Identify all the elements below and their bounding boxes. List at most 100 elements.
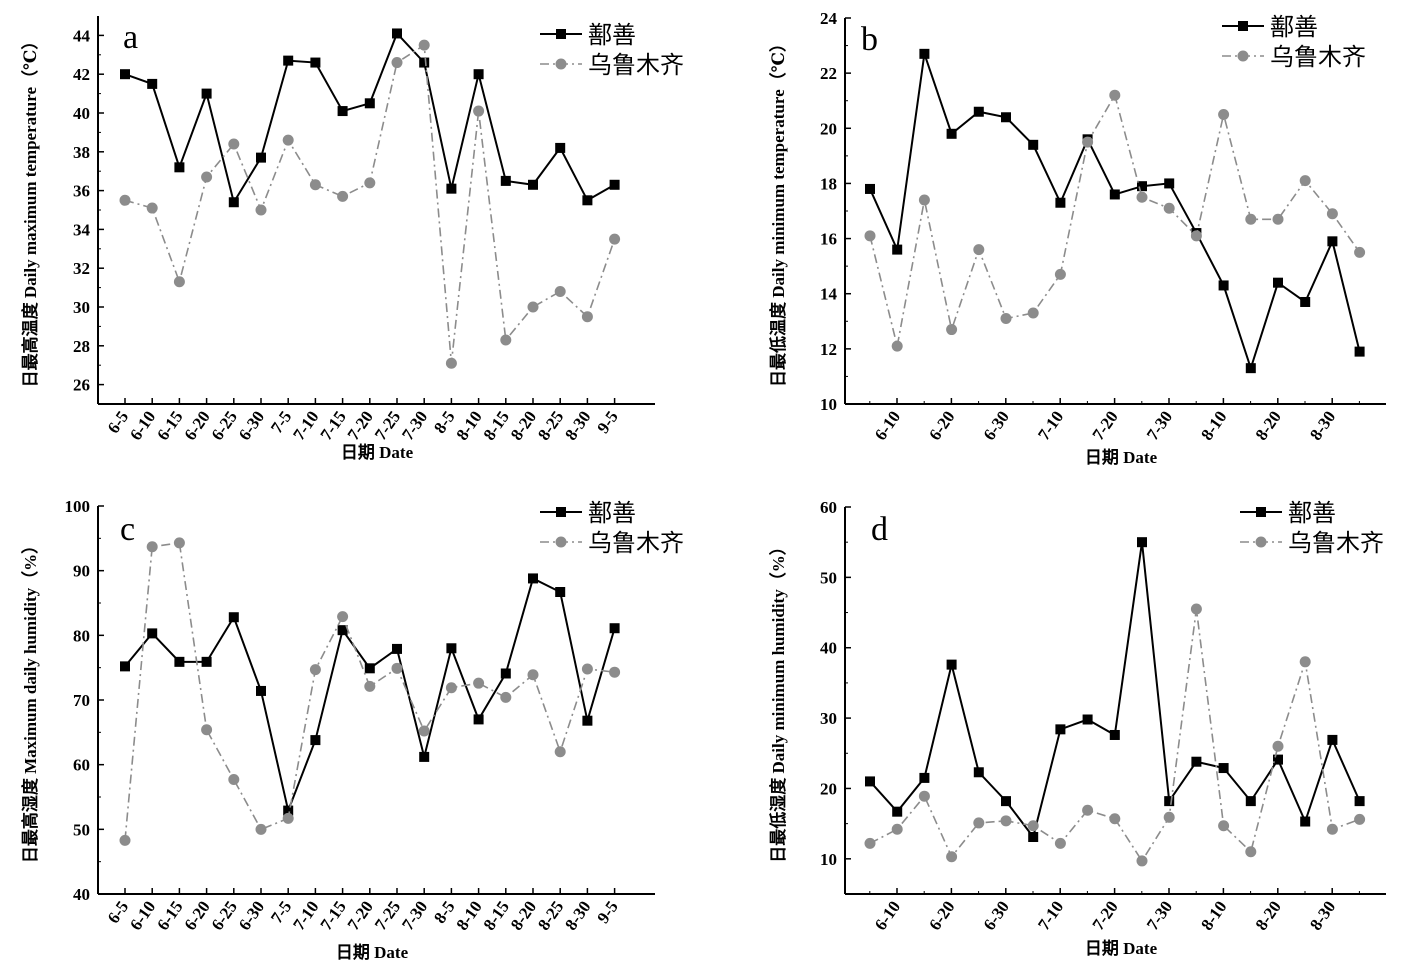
y-axis-label: 日最高温度 Daily maximum temperature（℃）	[20, 33, 40, 388]
y-tick-label: 50	[73, 820, 90, 839]
data-point-circle	[1354, 246, 1366, 258]
x-tick-label: 8-20	[507, 897, 540, 933]
data-point-square	[446, 643, 457, 654]
series-line-shanshan	[869, 53, 1361, 372]
data-point-circle	[445, 357, 457, 369]
data-point-circle	[146, 541, 158, 553]
data-point-square	[555, 587, 566, 598]
x-tick-label: 6-20	[180, 407, 213, 443]
data-point-square	[1109, 189, 1120, 200]
data-point-square	[1327, 236, 1338, 247]
panel-letter: b	[861, 21, 878, 58]
data-point-circle	[391, 57, 403, 69]
data-point-square	[1218, 280, 1229, 291]
data-point-square	[1028, 832, 1039, 843]
x-tick-label: 8-10	[452, 897, 485, 933]
y-tick-label: 12	[820, 340, 837, 359]
y-tick-label: 18	[820, 174, 837, 193]
series-line-urumqi	[124, 43, 616, 364]
data-point-square	[1327, 734, 1338, 745]
data-point-circle	[1163, 811, 1175, 823]
y-axis-label: 日最低湿度 Daily minimum humidity（%）	[768, 538, 788, 862]
x-tick-label: 6-30	[980, 897, 1013, 933]
data-point-square	[228, 612, 239, 623]
chart-panel-c: 4050607080901006-56-106-156-206-256-307-…	[20, 497, 684, 962]
y-tick-label: 44	[73, 26, 91, 45]
x-tick-label: 7-30	[398, 897, 431, 933]
data-point-circle	[445, 682, 457, 694]
panel-letter: a	[123, 19, 138, 56]
data-point-square	[1191, 756, 1202, 767]
data-point-square	[174, 162, 185, 173]
y-tick-label: 70	[73, 691, 90, 710]
y-tick-label: 16	[820, 230, 837, 249]
data-point-circle	[1299, 656, 1311, 668]
data-point-circle	[201, 171, 213, 183]
x-tick-label: 8-25	[534, 897, 567, 933]
legend-marker-circle	[1255, 536, 1267, 548]
x-tick-label: 6-20	[925, 407, 958, 443]
data-point-square	[865, 776, 875, 787]
y-tick-label: 60	[820, 498, 837, 517]
y-tick-label: 40	[73, 104, 90, 123]
data-point-square	[419, 57, 430, 68]
data-point-square	[973, 106, 984, 117]
data-point-circle	[527, 669, 539, 681]
x-tick-label: 8-10	[1197, 407, 1230, 443]
data-point-circle	[1109, 89, 1121, 101]
y-axis-label: 日最低温度 Daily minimum temperature（℃）	[768, 35, 788, 387]
data-point-circle	[864, 230, 876, 242]
series-line-shanshan	[869, 542, 1361, 840]
data-point-circle	[891, 340, 903, 352]
series-line-urumqi	[869, 93, 1361, 347]
data-point-circle	[609, 233, 621, 245]
x-tick-label: 8-10	[1197, 897, 1230, 933]
data-point-square	[528, 179, 538, 190]
data-point-square	[582, 715, 593, 726]
data-point-circle	[418, 39, 430, 51]
data-point-square	[1218, 763, 1229, 774]
x-tick-label: 8-20	[1252, 897, 1285, 933]
y-axis-label: 日最高湿度 Maximum daily humidity（%）	[20, 537, 40, 863]
data-point-square	[1001, 796, 1011, 807]
data-point-circle	[309, 664, 321, 676]
series-line-shanshan	[124, 576, 616, 815]
y-tick-label: 14	[820, 285, 838, 304]
y-tick-label: 50	[820, 568, 837, 587]
data-point-square	[973, 767, 984, 778]
data-point-square	[1028, 139, 1039, 150]
data-point-circle	[1245, 846, 1257, 858]
x-tick-label: 8-15	[480, 897, 513, 933]
data-point-circle	[473, 677, 485, 689]
data-point-square	[1055, 197, 1066, 208]
legend-marker-circle	[1237, 50, 1249, 62]
legend-marker-square	[556, 507, 566, 517]
data-point-square	[310, 57, 321, 68]
data-point-circle	[946, 324, 958, 336]
y-tick-label: 28	[73, 337, 90, 356]
y-tick-label: 36	[73, 182, 90, 201]
data-point-circle	[201, 724, 213, 736]
x-tick-label: 7-10	[1034, 407, 1067, 443]
data-point-square	[1137, 181, 1147, 192]
x-tick-label: 7-20	[344, 407, 377, 443]
x-axis-label: 日期 Date	[1085, 939, 1158, 958]
x-tick-label: 6-10	[126, 897, 159, 933]
data-point-square	[473, 69, 484, 80]
data-point-square	[1164, 796, 1175, 807]
x-tick-label: 7-30	[1143, 407, 1176, 443]
data-point-circle	[1190, 603, 1202, 615]
data-point-circle	[364, 177, 376, 189]
legend-marker-circle	[555, 536, 567, 548]
data-point-square	[1273, 277, 1283, 288]
x-tick-label: 7-25	[371, 897, 404, 933]
data-point-square	[609, 179, 620, 190]
data-point-square	[147, 628, 158, 639]
data-point-square	[337, 106, 348, 117]
x-tick-label: 9-5	[593, 897, 622, 926]
x-tick-label: 8-30	[561, 897, 594, 933]
data-point-square	[337, 625, 348, 636]
data-point-circle	[228, 774, 240, 786]
